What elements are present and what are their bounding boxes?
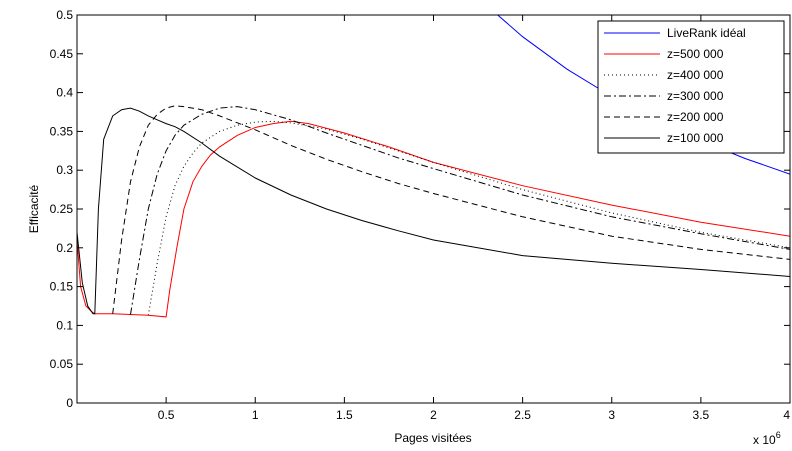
y-tick-label: 0.25 [50,202,74,216]
y-tick-label: 0.35 [50,124,74,138]
y-tick-label: 0.05 [50,357,74,371]
series-line-5 [112,105,790,314]
y-tick-label: 0.1 [56,318,73,332]
legend: LiveRank idéal z=500 000 z=400 000 z=300 00… [597,20,785,154]
x-tick-label: 1 [252,408,259,422]
series-line-3 [147,120,790,316]
x-tick-label: 4 [783,408,790,422]
y-tick-label: 0 [66,396,73,410]
legend-box [597,20,785,154]
y-tick-label: 0.2 [56,241,73,255]
legend-label-1: LiveRank idéal [667,26,746,40]
x-multiplier-base: x 10 [753,433,776,447]
series-layer [77,15,790,318]
legend-label-2: z=500 000 [667,47,724,61]
y-tick-label: 0.5 [56,8,73,22]
x-tick-label: 2 [430,408,437,422]
legend-label-6: z=100 000 [667,131,724,145]
legend-label-5: z=200 000 [667,110,724,124]
x-axis-label: Pages visitées [394,431,471,445]
y-tick-label: 0.3 [56,163,73,177]
y-tick-label: 0.15 [50,280,74,294]
series-line-6 [77,107,790,315]
x-multiplier: x 106 [753,430,781,447]
series-line-2 [77,120,790,318]
x-tick-label: 3 [608,408,615,422]
y-axis-label: Efficacité [27,184,41,233]
y-tick-label: 0.45 [50,47,74,61]
x-tick-label: 3.5 [693,408,710,422]
legend-label-3: z=400 000 [667,68,724,82]
legend-label-4: z=300 000 [667,89,724,103]
y-tick-label: 0.4 [56,86,73,100]
x-tick-label: 0.5 [158,408,175,422]
series-line-4 [130,106,790,315]
ticks-layer: 0.5 1 1.5 2 2.5 3 3.5 4 0 0.05 0.1 0.15 0.2 0.25 0.3 0.… [50,8,791,422]
x-multiplier-exponent: 6 [776,430,781,440]
x-tick-label: 1.5 [336,408,353,422]
x-tick-label: 2.5 [514,408,531,422]
